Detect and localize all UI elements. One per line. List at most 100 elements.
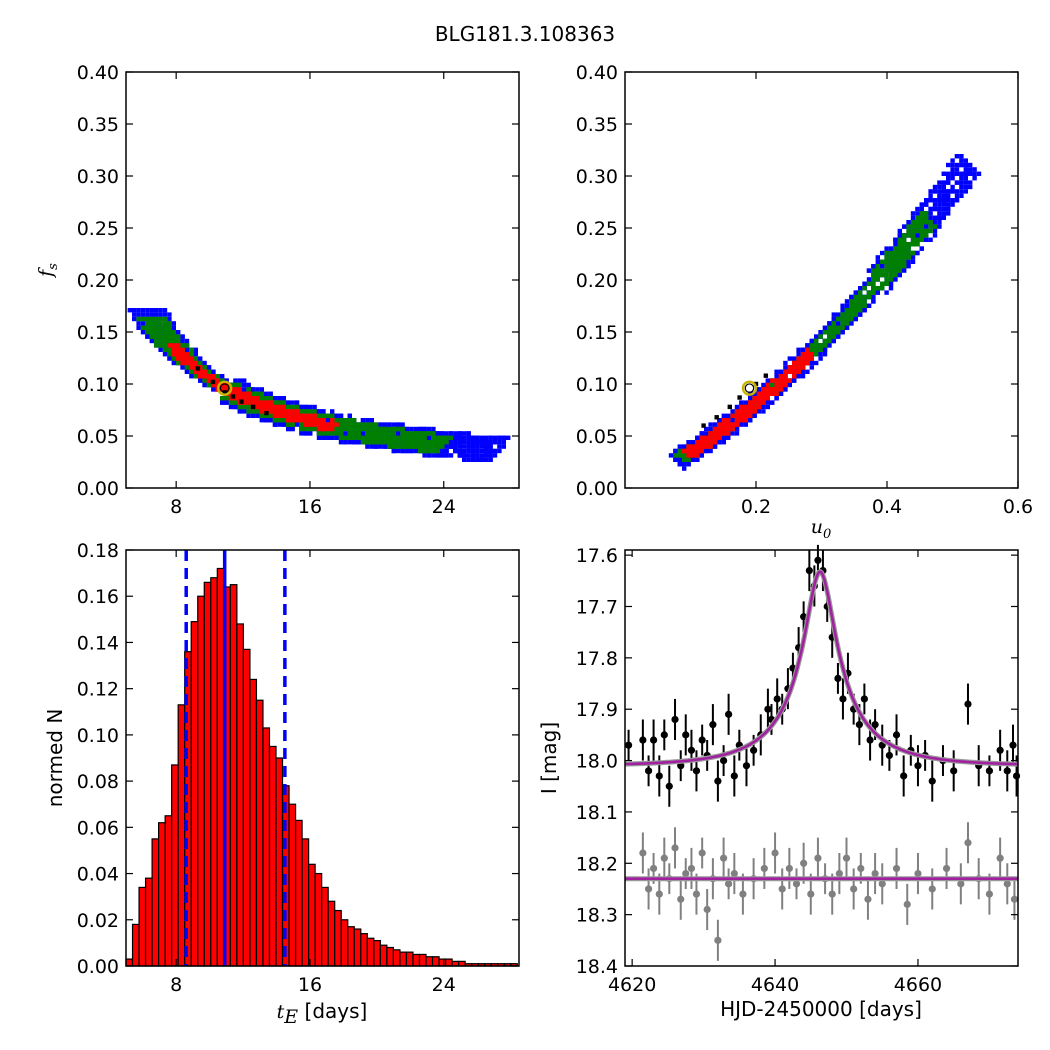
heatmap-cell-inner: [695, 440, 700, 445]
heatmap-cell-outer: [897, 233, 902, 238]
y-tick-label: 0.30: [77, 166, 119, 188]
heatmap-cell-middle: [246, 387, 251, 392]
data-point-offset: [771, 849, 779, 857]
heatmap-cell-outer: [475, 453, 480, 458]
heatmap-cell-outer: [312, 404, 317, 410]
heatmap-cell-middle: [426, 440, 432, 445]
heatmap-cell-outer: [761, 404, 766, 410]
panel-te-histogram: 8 16 24 0.00 0.02 0.04 0.06 0.08 0.10 0.12 0.14 0.1…: [43, 540, 520, 1028]
heatmap-cell-middle: [897, 259, 902, 264]
heatmap-cell-outer: [334, 435, 339, 440]
heatmap-cell-middle: [919, 215, 924, 220]
heatmap-cell-inner: [778, 387, 784, 392]
heatmap-cell-middle: [919, 220, 924, 225]
heatmap-cell-outer: [708, 448, 713, 454]
heatmap-cell-outer: [145, 308, 150, 313]
y-tick-label: 0.06: [77, 817, 119, 839]
heatmap-cell-middle: [347, 418, 352, 423]
heatmap-cell-outer: [800, 374, 806, 379]
histogram-bar: [412, 953, 421, 967]
heatmap-cell-outer: [954, 180, 960, 185]
heatmap-cell-inner: [730, 426, 735, 432]
heatmap-cell-outer: [902, 268, 907, 273]
heatmap-cell-middle: [928, 228, 933, 234]
heatmap-cell-inner: [290, 413, 295, 418]
heatmap-cell-outer: [888, 281, 894, 286]
heatmap-cell-middle: [391, 435, 396, 440]
heatmap-cell-middle: [308, 426, 313, 432]
heatmap-cell-middle: [365, 426, 370, 432]
heatmap-cell-outer: [937, 180, 942, 185]
data-point-offset: [677, 895, 685, 903]
heatmap-cell-middle: [862, 299, 867, 304]
heatmap-cell-inner: [246, 400, 251, 405]
heatmap-cell-middle: [897, 250, 902, 256]
heatmap-cell-outer: [294, 400, 300, 405]
heatmap-cell-outer: [946, 202, 951, 207]
heatmap-cell-inner: [233, 391, 238, 396]
heatmap-cell-inner: [184, 360, 190, 366]
data-point: [1012, 772, 1021, 780]
heatmap-cell-outer: [792, 356, 797, 361]
heatmap-cell-outer: [796, 347, 801, 352]
heatmap-cell-outer: [726, 435, 731, 440]
heatmap-cell-outer: [127, 308, 132, 313]
heatmap-cell-outer: [365, 418, 370, 423]
heatmap-cell-middle: [356, 435, 361, 440]
heatmap-cell-inner: [765, 387, 770, 392]
heatmap-cell-middle: [228, 400, 234, 405]
heatmap-cell-outer: [470, 435, 476, 440]
heatmap-cell-inner: [334, 422, 339, 427]
panel-light-curve: 4620 4640 4660 17.6 17.7 17.8 17.9 18.0 18.1 18.2…: [537, 544, 1021, 1021]
heatmap-cell-middle: [400, 435, 405, 440]
y-tick-label: 0.04: [77, 864, 119, 886]
data-point-offset: [692, 890, 701, 898]
heatmap-cell-core: [195, 366, 201, 371]
heatmap-cell-outer: [435, 453, 440, 458]
heatmap-cell-outer: [919, 206, 924, 212]
heatmap-cell-outer: [466, 440, 471, 445]
heatmap-cell-inner: [792, 365, 797, 370]
heatmap-cell-inner: [800, 365, 806, 370]
heatmap-cell-outer: [501, 440, 506, 445]
heatmap-cell-middle: [919, 224, 924, 229]
heatmap-cell-middle: [378, 431, 383, 436]
heatmap-cell-outer: [721, 413, 726, 418]
heatmap-cell-outer: [444, 448, 449, 454]
heatmap-cell-inner: [748, 413, 753, 418]
fs-u0-ticks: 0.2 0.4 0.6 0.00 0.05 0.10 0.15 0.20 0.25 0.30 0.3…: [576, 62, 1033, 518]
heatmap-cell-outer: [352, 440, 357, 445]
heatmap-cell-middle: [902, 250, 907, 256]
heatmap-cell-middle: [910, 237, 916, 242]
heatmap-cell-inner: [752, 396, 757, 401]
heatmap-cell-middle: [924, 215, 929, 220]
heatmap-cell-outer: [932, 189, 938, 194]
heatmap-cell-outer: [836, 334, 841, 339]
heatmap-cell-middle: [422, 444, 427, 449]
heatmap-cell-middle: [884, 268, 889, 273]
heatmap-cell-middle: [206, 369, 212, 374]
heatmap-cell-inner: [330, 426, 335, 432]
heatmap-cell-middle: [831, 334, 836, 339]
heatmap-cell-outer: [928, 193, 933, 198]
heatmap-cell-middle: [902, 264, 907, 269]
heatmap-cell-inner: [308, 413, 313, 418]
heatmap-cell-outer: [497, 435, 502, 440]
heatmap-cell-outer: [871, 294, 876, 300]
heatmap-cell-middle: [893, 268, 898, 273]
heatmap-cell-middle: [910, 250, 916, 256]
heatmap-cell-outer: [224, 400, 229, 405]
heatmap-cell-outer: [136, 312, 141, 317]
heatmap-cell-outer: [950, 176, 955, 181]
heatmap-cell-middle: [888, 255, 894, 260]
heatmap-cell-outer: [400, 422, 405, 427]
y-tick-label: 0.14: [77, 632, 119, 654]
heatmap-cell-outer: [154, 308, 159, 313]
x-tick-label: 0.6: [1003, 496, 1033, 518]
heatmap-cell-outer: [699, 431, 704, 436]
heatmap-cell-outer: [233, 378, 238, 383]
heatmap-cell-outer: [963, 184, 968, 190]
heatmap-cell-outer: [950, 184, 955, 190]
heatmap-cell-middle: [902, 242, 907, 247]
heatmap-cell-inner: [171, 352, 176, 357]
